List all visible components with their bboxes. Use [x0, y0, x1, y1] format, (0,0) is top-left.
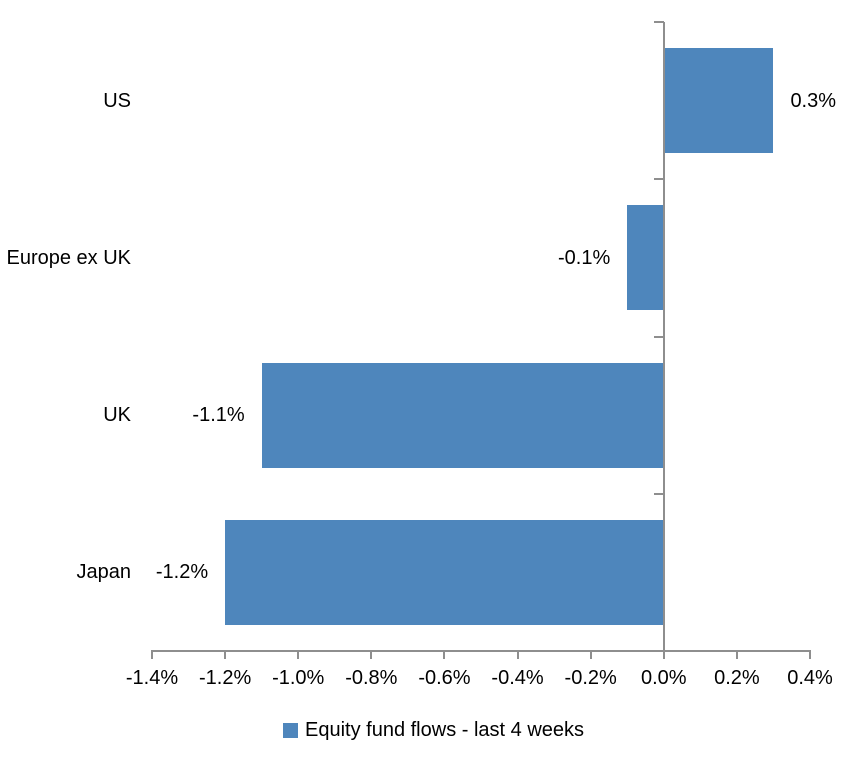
value-label-japan: -1.2%	[155, 561, 209, 584]
x-axis-tick	[297, 650, 300, 659]
value-label-europe-ex-uk: -0.1%	[557, 246, 611, 269]
y-axis-tick	[653, 178, 664, 181]
category-label-europe-ex-uk: Europe ex UK	[6, 246, 131, 269]
y-axis-tick	[653, 650, 664, 652]
legend: Equity fund flows - last 4 weeks	[283, 719, 584, 741]
x-axis-tick-label-2: -1.0%	[272, 667, 325, 689]
legend-label: Equity fund flows - last 4 weeks	[305, 719, 585, 741]
legend-swatch-icon	[283, 722, 298, 738]
x-axis-tick-label-8: 0.2%	[714, 667, 760, 689]
y-axis-tick	[653, 21, 664, 23]
category-label-japan: Japan	[76, 561, 132, 584]
y-axis-tick	[653, 335, 664, 338]
x-axis-tick	[443, 650, 446, 659]
bar-uk	[261, 362, 664, 468]
x-axis-tick	[224, 650, 227, 659]
x-axis-tick	[516, 650, 519, 659]
x-axis-tick-label-7: 0.0%	[640, 667, 687, 689]
x-axis-tick-label-5: -0.4%	[491, 667, 544, 689]
value-label-uk: -1.1%	[192, 404, 245, 427]
y-axis-tick	[653, 492, 664, 495]
value-label-us: 0.3%	[790, 89, 837, 112]
x-axis-tick-label-1: -1.2%	[198, 667, 252, 689]
x-axis-line	[152, 650, 810, 652]
x-axis-tick	[589, 650, 592, 659]
bar-europe-ex-uk	[627, 205, 664, 311]
bar-us	[663, 48, 774, 154]
x-axis-tick-label-4: -0.6%	[418, 667, 471, 689]
x-axis-tick-label-6: -0.2%	[564, 667, 617, 689]
x-axis-tick-label-9: 0.4%	[787, 667, 833, 689]
category-label-us: US	[103, 89, 131, 112]
x-axis-tick	[662, 650, 665, 659]
bar-japan	[225, 519, 664, 625]
x-axis-tick-label-0: -1.4%	[125, 667, 179, 689]
x-axis-tick	[370, 650, 373, 659]
category-label-uk: UK	[103, 404, 131, 427]
x-axis-tick	[809, 650, 811, 659]
x-axis-tick	[735, 650, 738, 659]
y-axis-line	[662, 22, 665, 651]
x-axis-tick-label-3: -0.8%	[345, 667, 398, 689]
x-axis-tick	[151, 650, 153, 659]
